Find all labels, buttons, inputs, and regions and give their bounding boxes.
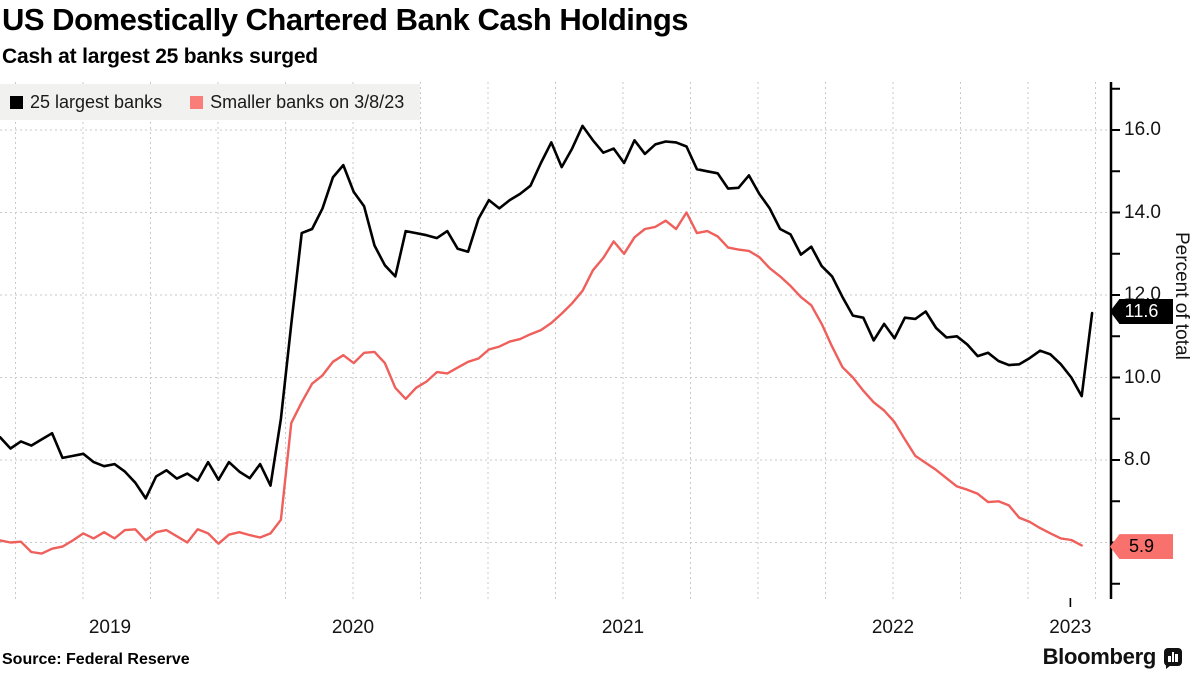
legend-label-large-banks: 25 largest banks — [30, 91, 163, 112]
x-tick-label-2020: 2020 — [331, 617, 375, 638]
x-tick-label-2019: 2019 — [88, 617, 132, 638]
bloomberg-logo: Bloomberg — [1043, 644, 1182, 670]
chart-legend: 25 largest banks Smaller banks on 3/8/23 — [0, 84, 421, 120]
y-tick-label: 14.0 — [1124, 201, 1161, 223]
y-axis-title: Percent of total — [1171, 232, 1192, 360]
x-tick-label-2022: 2022 — [871, 617, 915, 638]
source-label: Source: — [2, 651, 62, 668]
legend-item-smaller-banks: Smaller banks on 3/8/23 — [190, 92, 404, 113]
bloomberg-chart-bubble-icon — [1164, 648, 1182, 669]
y-tick-label: 8.0 — [1124, 449, 1151, 470]
bloomberg-wordmark: Bloomberg — [1042, 644, 1157, 669]
last-value-tag-large-banks: 11.6 — [1110, 299, 1173, 324]
page-title: US Domestically Chartered Bank Cash Hold… — [2, 2, 689, 37]
large-banks-swatch-icon — [10, 95, 23, 109]
chart-subtitle: Cash at largest 25 banks surged — [2, 45, 318, 68]
x-tick-label-2023: 2023 — [1049, 617, 1092, 638]
y-tick-label: 16.0 — [1124, 119, 1161, 140]
source-value: Federal Reserve — [66, 651, 190, 668]
legend-label-smaller-banks: Smaller banks on 3/8/23 — [210, 91, 405, 112]
source-note: Source: Federal Reserve — [2, 651, 190, 669]
x-tick-label-2021: 2021 — [601, 617, 645, 638]
last-value-tag-smaller-banks: 5.9 — [1110, 534, 1173, 560]
y-tick-label: 10.0 — [1124, 366, 1161, 388]
legend-item-large-banks: 25 largest banks — [10, 92, 162, 113]
smaller-banks-swatch-icon — [190, 95, 204, 109]
